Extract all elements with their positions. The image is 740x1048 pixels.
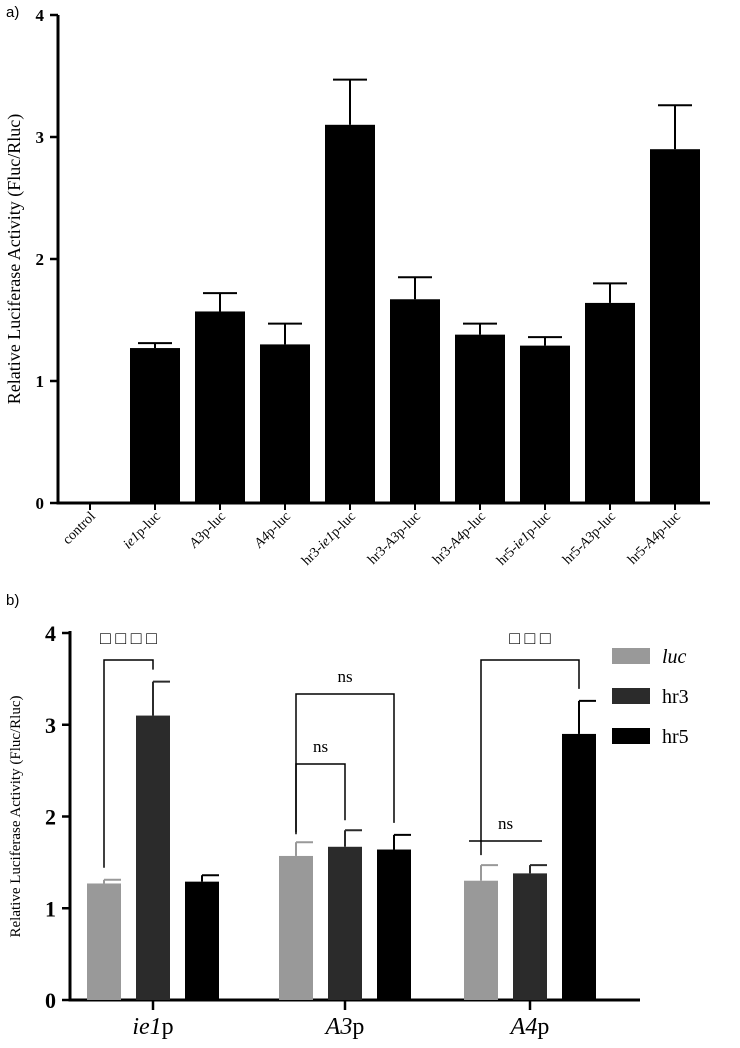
bar (390, 299, 440, 503)
x-tick-label: A4p (509, 1014, 550, 1040)
x-tick-label: control (60, 509, 99, 548)
legend-swatch (612, 648, 650, 664)
y-tick-label: 0 (45, 988, 56, 1013)
bar (185, 881, 219, 1000)
bar (513, 873, 547, 1000)
x-tick-label: A3p (324, 1014, 365, 1040)
x-tick-label: hr5-ie1p-luc (494, 509, 554, 569)
significance-label: ns (313, 737, 328, 756)
significance-label: □ □ □ (509, 628, 551, 648)
bar (328, 846, 362, 1000)
legend-swatch (612, 728, 650, 744)
bar (562, 733, 596, 1000)
bar (136, 715, 170, 1000)
chart-a: 0 1 2 3 4 Relative Luciferase Activity (Fluc/… (4, 6, 710, 569)
significance-label: □ □ □ □ (100, 628, 157, 648)
x-tick-label: A4p-luc (251, 509, 294, 552)
significance-bracket (103, 659, 154, 868)
bar (650, 149, 700, 503)
legend-label: hr3 (662, 686, 689, 708)
bar (195, 311, 245, 503)
y-tick-label: 2 (36, 250, 45, 269)
y-axis-title: Relative Luciferase Activity (Fluc/Rluc) (4, 114, 25, 404)
bar (87, 883, 121, 1000)
panel-b-label: b) (6, 592, 20, 609)
bar (377, 849, 411, 1000)
x-tick-label: hr5-A3p-luc (560, 509, 618, 567)
y-tick-label: 3 (45, 713, 56, 738)
bar (455, 334, 505, 503)
y-tick-label: 1 (36, 372, 45, 391)
y-tick-label: 1 (45, 896, 56, 921)
y-tick-label: 0 (36, 494, 45, 513)
y-tick-label: 4 (36, 6, 45, 25)
bar (585, 302, 635, 503)
bar (260, 344, 310, 503)
bar (279, 855, 313, 1000)
bar (520, 345, 570, 503)
significance-label: ns (498, 814, 513, 833)
bar (325, 124, 375, 504)
y-tick-label: 4 (45, 621, 56, 646)
panel-a-label: a) (6, 4, 20, 21)
y-tick-label: 3 (36, 128, 45, 147)
legend-label: hr5 (662, 726, 689, 748)
legend-swatch (612, 688, 650, 704)
bar (464, 880, 498, 1000)
significance-bracket (295, 763, 346, 833)
chart-b: 0 1 2 3 4 Relative Luciferase Activity (Fluc/… (8, 621, 689, 1040)
x-tick-label: hr3-A4p-luc (430, 509, 488, 567)
y-tick-label: 2 (45, 805, 56, 830)
legend-label: luc (662, 646, 687, 668)
x-tick-label: hr5-A4p-luc (625, 509, 683, 567)
x-tick-label: hr3-A3p-luc (365, 509, 423, 567)
x-tick-label: A3p-luc (186, 509, 229, 552)
x-tick-label: ie1p (132, 1014, 173, 1040)
significance-label: ns (337, 667, 352, 686)
bar (130, 348, 180, 503)
x-tick-label: hr3-ie1p-luc (299, 509, 359, 569)
x-tick-label: ie1p-luc (121, 509, 164, 552)
significance-bracket (480, 659, 580, 856)
y-axis-title: Relative Luciferase Activity (Fluc/Rluc) (8, 695, 24, 937)
